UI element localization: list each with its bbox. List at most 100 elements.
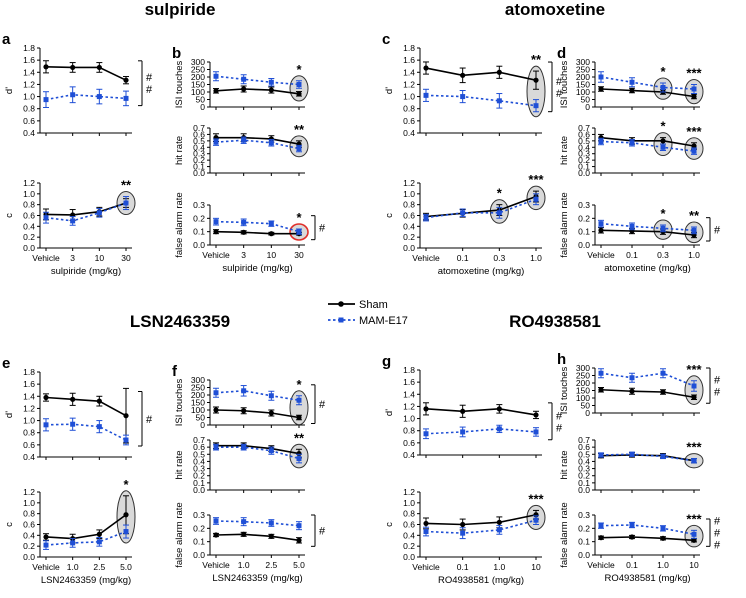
data-point [598,86,604,92]
x-tick-label: 3 [241,250,246,260]
y-tick-label: 1.0 [403,92,415,102]
group-difference-hash: # [556,88,563,100]
data-point [496,69,502,75]
x-axis-label: atomoxetine (mg/kg) [438,266,525,277]
y-tick-label: 100 [191,87,205,97]
x-tick-label: 30 [121,253,131,263]
y-tick-label: 0.2 [193,213,205,223]
x-tick-label: 0.3 [493,253,505,263]
y-tick-label: 0.8 [23,509,35,519]
data-point [123,413,129,419]
data-point [96,64,102,71]
plots-layer: a0.40.60.81.01.21.41.61.8d'##0.00.20.40.… [2,31,721,586]
x-axis-label: atomoxetine (mg/kg) [604,263,691,274]
x-tick-label: Vehicle [202,250,230,260]
data-point [123,512,129,518]
significance-stars: *** [686,66,702,81]
data-point [629,375,635,381]
data-point [423,406,429,412]
y-tick-label: 100 [576,87,590,97]
x-tick-label: 1.0 [657,560,669,570]
group-bracket: ## [548,61,563,113]
series-line [425,94,537,107]
x-tick-label: 2.5 [93,562,105,572]
y-axis-label: false alarm rate [174,502,185,567]
significance-stars: ** [121,178,132,193]
series-mam-e17 [213,385,302,406]
chart-sub-13: 0.00.10.20.30.40.50.60.7 hit rate ** [174,430,309,495]
series-mam-e17 [598,137,697,155]
series-sham [213,85,302,97]
y-tick-label: 0.4 [193,142,205,152]
x-tick-label: 0.1 [457,562,469,572]
data-point [241,388,247,394]
series-line [425,198,537,219]
data-point [96,531,102,537]
y-tick-label: 0.2 [403,232,415,242]
x-tick-label: 3 [70,253,75,263]
y-tick-label: 0.4 [193,456,205,466]
x-tick-label: 1.0 [530,253,542,263]
y-tick-label: 1.6 [23,379,35,389]
group-bracket: # [706,217,721,242]
series-line [600,88,695,98]
y-tick-label: 0.6 [578,129,590,139]
data-point [423,65,429,71]
series-line [215,88,300,95]
series-line [425,408,537,416]
data-point [296,229,302,235]
x-tick-label: 2.5 [265,560,277,570]
data-point [496,98,502,104]
significance-stars: *** [686,511,702,526]
data-point [460,521,466,528]
significance-stars: * [296,377,302,392]
y-tick-label: 0.0 [578,168,590,178]
y-tick-label: 0.2 [193,155,205,165]
data-point [43,422,49,428]
panel-letter-f: f [172,363,178,380]
y-tick-label: 0.0 [193,550,205,560]
data-point [629,522,635,528]
data-point [533,517,539,523]
data-point [598,535,604,541]
chart-c-5: c 0.4 0.6 0.8 1.0 1.2 1.4 1.6 1.8 d' ** ## [382,31,563,138]
data-point [241,531,247,537]
series-line [600,222,695,232]
data-point [268,87,274,93]
panel-letter-h: h [557,351,566,368]
y-tick-label: 0.3 [578,464,590,474]
y-axis-label: hit rate [174,136,185,165]
y-tick-label: 0.8 [23,200,35,210]
y-tick-label: 1.6 [23,55,35,65]
data-point [598,135,604,141]
series-line [600,229,695,236]
data-point [691,227,697,233]
data-point [496,527,502,533]
y-tick-label: 0.4 [403,530,415,540]
y-tick-label: 0.6 [23,440,35,450]
data-point [123,200,129,206]
group-difference-hash: # [714,540,721,552]
y-axis-label: hit rate [559,136,570,165]
series-line [216,136,300,145]
series-mam-e17 [423,424,539,440]
significance-stars: * [296,62,302,77]
x-tick-label: 5.0 [293,560,305,570]
y-tick-label: 0.6 [403,438,415,448]
y-tick-label: 200 [576,378,590,388]
panel-letter-g: g [382,353,391,370]
series-mam-e17 [598,521,697,539]
y-tick-label: 1.4 [403,389,415,399]
y-tick-label: 250 [576,65,590,75]
significance-stars: *** [686,124,702,139]
series-mam-e17 [423,88,539,113]
data-point [96,539,102,545]
group-bracket: # [311,514,326,547]
data-point [629,451,635,457]
data-point [241,444,247,450]
chart-sub-9: 0.0 0.1 0.2 0.3 false alarm rate Vehicle 0.1 0.… [559,192,721,274]
series-mam-e17 [213,71,302,89]
data-point [660,138,666,144]
y-tick-label: 0.4 [578,142,590,152]
